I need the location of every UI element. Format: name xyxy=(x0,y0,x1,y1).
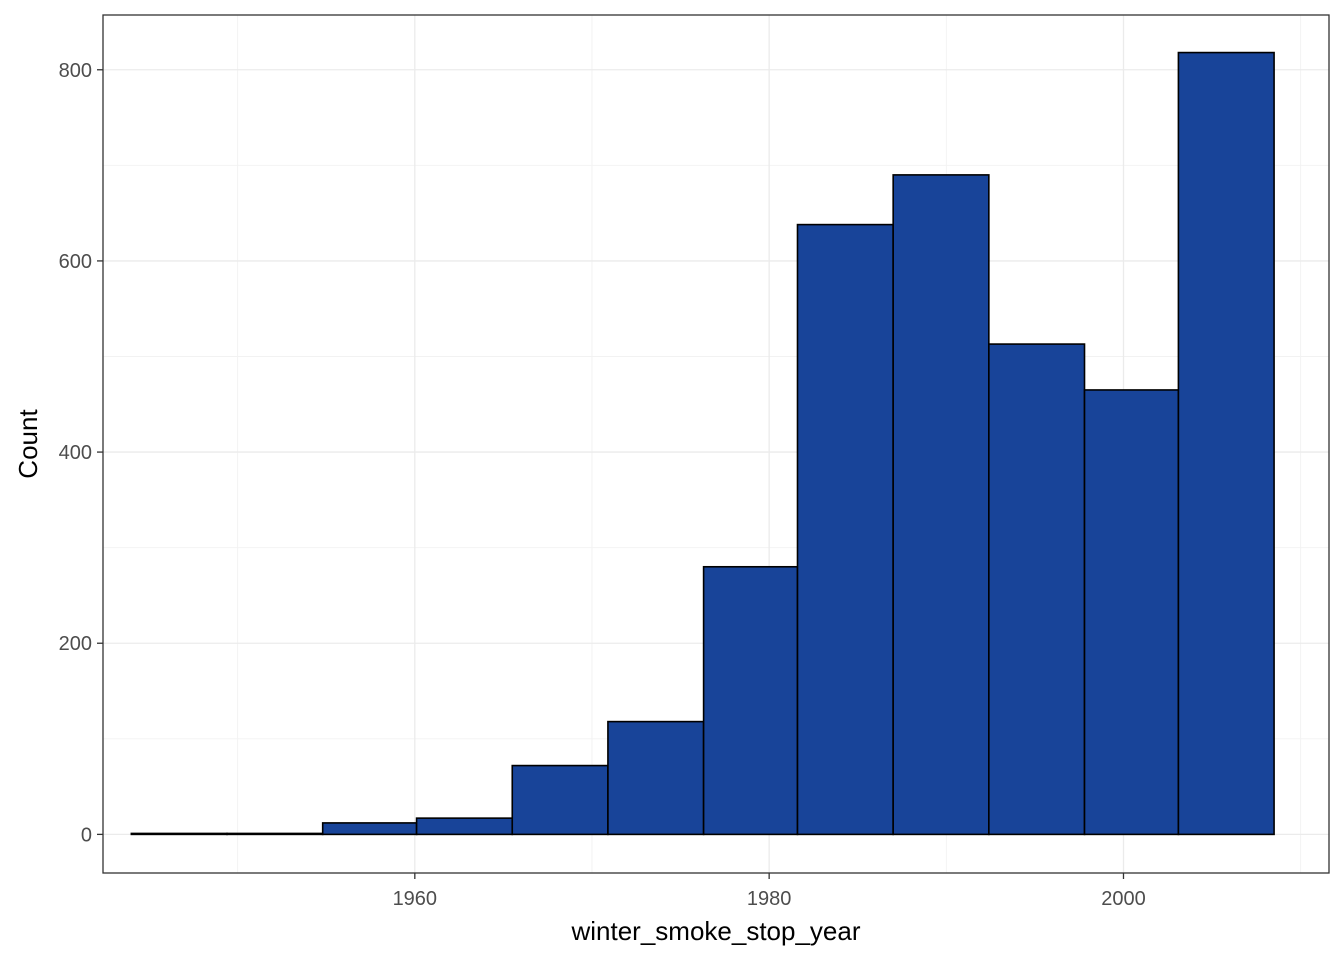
histogram-bars xyxy=(130,51,1275,836)
histogram-bar xyxy=(321,822,418,836)
histogram-bar xyxy=(1083,389,1180,836)
histogram-bar xyxy=(130,832,228,836)
y-tick-label: 400 xyxy=(59,442,92,464)
histogram-bar xyxy=(988,343,1086,836)
histogram-bar xyxy=(511,764,609,836)
x-tick-label: 1980 xyxy=(747,888,792,910)
y-tick-label: 600 xyxy=(59,251,92,273)
histogram-bar xyxy=(415,817,514,836)
histogram-bar xyxy=(892,174,990,836)
histogram-bar xyxy=(226,832,324,836)
histogram-bar xyxy=(796,223,894,836)
panel-border xyxy=(102,14,1330,874)
y-axis-title: Count xyxy=(13,409,43,479)
histogram-bar xyxy=(1177,51,1275,836)
y-tick-label: 800 xyxy=(59,60,92,82)
y-tick-label: 200 xyxy=(59,633,92,655)
histogram-bar xyxy=(607,720,705,836)
y-tick-label: 0 xyxy=(81,824,92,846)
axes: 1960 1980 2000 0 200 400 600 800 xyxy=(59,60,1146,910)
x-axis-title: winter_smoke_stop_year xyxy=(570,916,860,946)
histogram-bar xyxy=(702,565,799,836)
x-tick-label: 2000 xyxy=(1101,888,1146,910)
x-tick-label: 1960 xyxy=(393,888,438,910)
